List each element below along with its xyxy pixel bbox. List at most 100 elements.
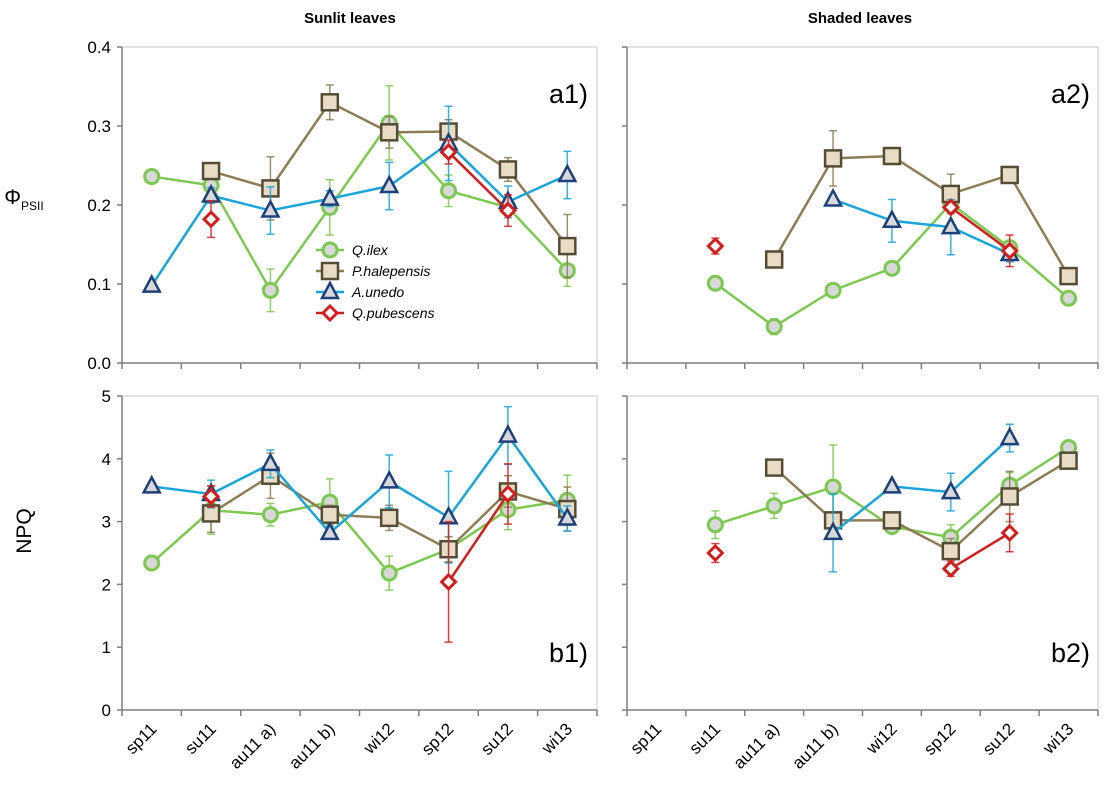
series-line <box>950 531 1011 570</box>
legend-marker <box>320 303 340 323</box>
data-point <box>261 281 279 299</box>
series-line <box>832 437 1011 534</box>
data-point <box>1000 241 1019 260</box>
column-title-shaded: Shaded leaves <box>808 10 912 27</box>
data-point <box>143 168 161 186</box>
x-tick-label: sp12 <box>920 719 960 759</box>
data-point <box>260 452 281 472</box>
data-point <box>706 274 724 292</box>
data-point <box>882 511 902 530</box>
panel-frame <box>121 395 598 711</box>
data-point <box>941 559 960 578</box>
data-point <box>765 497 783 515</box>
data-point <box>557 163 578 183</box>
x-tick-label: wi13 <box>1039 719 1078 758</box>
y-axis-label-phi: ΦPSII <box>4 186 43 213</box>
data-point <box>379 123 399 142</box>
panel-label: a2) <box>1051 79 1090 109</box>
data-point <box>143 554 161 572</box>
data-point <box>319 521 340 541</box>
series-a-unedo <box>141 105 578 293</box>
y-tick-label: 0.3 <box>87 117 111 136</box>
data-point <box>141 474 162 494</box>
x-tick-label: sp12 <box>418 719 458 759</box>
data-point <box>558 236 577 256</box>
data-point <box>379 469 400 489</box>
series-q-pubescens <box>706 513 1019 578</box>
series-a-unedo <box>822 187 1020 263</box>
data-point <box>379 174 400 194</box>
legend-item: A.unedo <box>316 280 404 300</box>
x-tick-label: sp11 <box>122 719 161 758</box>
data-point <box>1000 523 1019 543</box>
data-point <box>824 478 842 496</box>
data-point <box>940 215 961 235</box>
series-line <box>150 141 568 287</box>
data-point <box>824 281 842 299</box>
series-a-unedo <box>822 423 1020 573</box>
data-point <box>764 458 784 477</box>
series-q-ilex <box>706 438 1078 551</box>
data-point <box>1000 487 1019 506</box>
data-point <box>320 93 340 112</box>
y-axis-label-phi-sub: PSII <box>21 199 44 213</box>
y-tick-label: 5 <box>102 387 111 406</box>
series-q-pubescens <box>706 198 1019 268</box>
y-tick-label: 4 <box>102 450 111 469</box>
series-q-pubescens <box>201 463 518 643</box>
legend-item: Q.pubescens <box>316 303 435 323</box>
data-point <box>822 187 844 207</box>
data-point <box>1000 165 1019 185</box>
data-point <box>260 198 281 218</box>
data-point <box>940 480 961 500</box>
series-p-halepensis <box>764 451 1078 565</box>
legend-marker <box>321 241 339 259</box>
x-tick-label: su12 <box>477 719 517 759</box>
data-point <box>883 259 901 277</box>
legend: Q.ilex P.halepensis A.unedo Q.pubescens <box>316 241 435 323</box>
data-point <box>706 543 725 563</box>
data-point <box>823 149 843 168</box>
y-tick-label: 0 <box>102 701 111 720</box>
series-line <box>150 499 568 575</box>
legend-marker <box>319 280 341 300</box>
panel-frames <box>121 46 1099 711</box>
panel-label: b1) <box>549 638 588 668</box>
x-tick-label: su12 <box>979 719 1019 759</box>
series-line <box>950 206 1011 252</box>
x-tick-label: su11 <box>181 719 220 758</box>
data-point <box>765 318 783 336</box>
x-tick-label: au11 a) <box>226 719 279 772</box>
x-tick-label: au11 b) <box>789 719 842 772</box>
data-point <box>764 250 784 269</box>
data-point <box>439 572 458 592</box>
data-point <box>498 201 518 220</box>
x-tick-label: su11 <box>686 719 725 758</box>
y-tick-label: 0.4 <box>87 38 111 57</box>
data-point <box>319 187 340 206</box>
x-tick-label: wi13 <box>537 719 576 758</box>
data-point <box>439 142 458 162</box>
legend-item: Q.ilex <box>316 241 389 259</box>
data-point <box>941 541 961 561</box>
data-point <box>999 426 1020 446</box>
data-point <box>1060 289 1078 307</box>
data-point <box>261 506 279 524</box>
data-point <box>141 273 162 293</box>
data-point <box>881 209 903 229</box>
legend-label: Q.ilex <box>352 242 389 258</box>
series-p-halepensis <box>764 129 1078 286</box>
data-point <box>440 182 458 200</box>
series-line <box>832 198 1011 256</box>
data-point <box>1059 266 1078 286</box>
data-point <box>941 198 960 217</box>
data-point <box>497 423 519 443</box>
data-point <box>882 146 902 166</box>
y-tick-label: 0.1 <box>87 275 111 294</box>
series-line <box>151 433 569 535</box>
data-point <box>201 161 221 181</box>
data-point <box>822 521 844 541</box>
